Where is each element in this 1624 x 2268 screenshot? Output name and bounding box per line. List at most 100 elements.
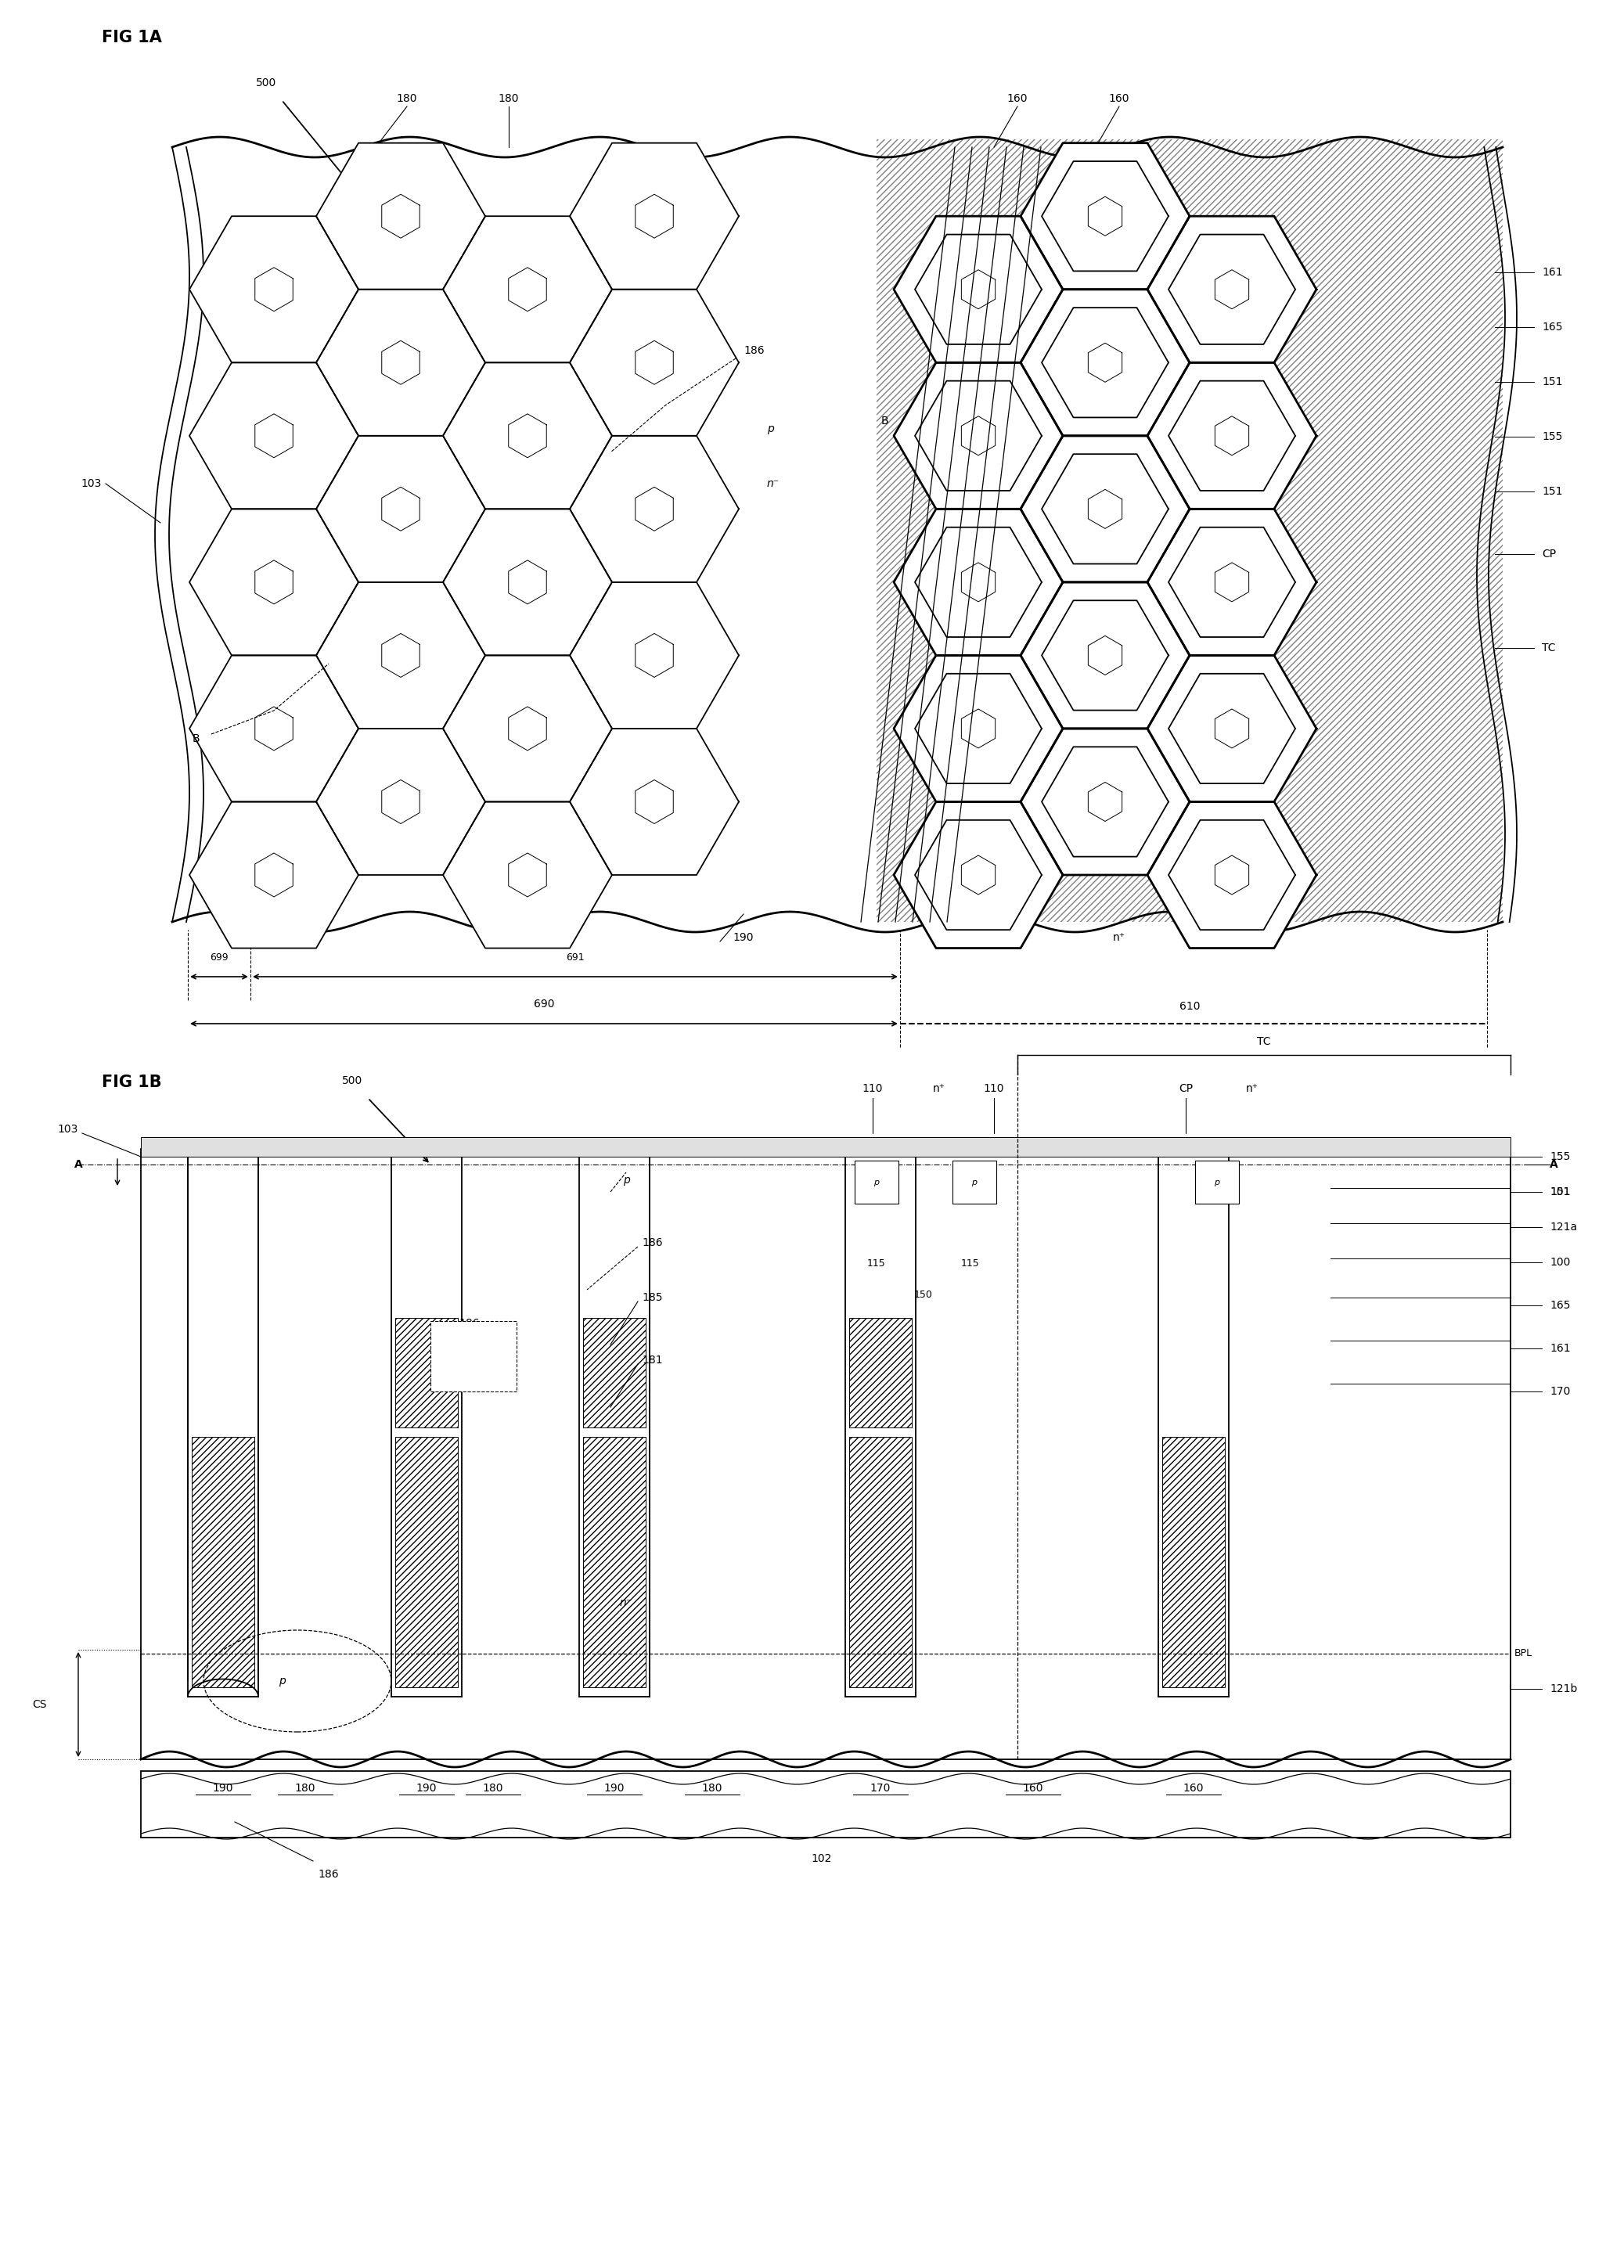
Polygon shape (570, 435, 739, 583)
Text: TC: TC (1257, 1036, 1272, 1048)
Text: n⁺: n⁺ (1246, 1084, 1259, 1093)
Text: 151: 151 (1549, 1186, 1570, 1198)
Polygon shape (1148, 363, 1317, 508)
Polygon shape (190, 655, 359, 803)
Polygon shape (893, 803, 1062, 948)
Bar (877, 138, 1502, 921)
Text: p: p (278, 1676, 286, 1687)
Polygon shape (1020, 290, 1190, 435)
Text: 610: 610 (1179, 1000, 1200, 1012)
Text: 151: 151 (1541, 485, 1562, 497)
Polygon shape (570, 728, 739, 875)
Text: CP: CP (1541, 549, 1556, 560)
Text: 103: 103 (81, 479, 102, 490)
Text: p: p (1215, 1179, 1220, 1186)
Text: FIG 1B: FIG 1B (102, 1075, 162, 1091)
Text: 186: 186 (318, 1869, 339, 1880)
Text: 121a: 121a (1549, 1222, 1577, 1232)
Polygon shape (317, 435, 486, 583)
Polygon shape (317, 728, 486, 875)
Text: p: p (1249, 932, 1255, 943)
Text: 500: 500 (257, 77, 276, 88)
Polygon shape (317, 583, 486, 728)
Text: 161: 161 (1549, 1343, 1570, 1354)
Polygon shape (570, 583, 739, 728)
Polygon shape (1020, 583, 1190, 728)
Text: 103: 103 (57, 1125, 78, 1134)
Text: 180: 180 (296, 1783, 315, 1794)
Bar (1163, 1438, 1224, 1687)
Bar (1195, 1161, 1239, 1204)
Text: 180: 180 (482, 1783, 503, 1794)
Polygon shape (570, 143, 739, 290)
Bar (141, 1150, 1510, 1760)
Text: 115: 115 (867, 1259, 885, 1268)
Bar (395, 1318, 458, 1427)
Bar (141, 1771, 1510, 1837)
Text: 170: 170 (1549, 1386, 1570, 1397)
Text: 155: 155 (1541, 431, 1562, 442)
Text: 102: 102 (812, 1853, 831, 1864)
Text: 170: 170 (945, 932, 965, 943)
Polygon shape (893, 215, 1062, 363)
Text: 150: 150 (914, 1290, 932, 1300)
Text: n⁻: n⁻ (620, 1597, 632, 1608)
Bar (849, 1438, 911, 1687)
Text: n⁺: n⁺ (1112, 932, 1125, 943)
Text: 110: 110 (862, 1084, 883, 1093)
Polygon shape (443, 655, 612, 803)
Text: n⁻: n⁻ (767, 479, 780, 490)
Polygon shape (893, 363, 1062, 508)
Text: A: A (75, 1159, 83, 1170)
Polygon shape (190, 803, 359, 948)
Text: 190: 190 (732, 932, 754, 943)
Text: 115: 115 (961, 1259, 979, 1268)
Text: p: p (622, 1175, 630, 1186)
Polygon shape (1148, 655, 1317, 803)
Text: 160: 160 (1109, 93, 1130, 104)
Polygon shape (1020, 728, 1190, 875)
Polygon shape (1148, 508, 1317, 655)
Text: 691: 691 (567, 953, 585, 962)
Bar (141, 1136, 1510, 1157)
Bar (395, 1438, 458, 1687)
Text: 160: 160 (1023, 1783, 1044, 1794)
Text: 190: 190 (604, 1783, 625, 1794)
Text: p: p (767, 424, 775, 435)
Polygon shape (317, 290, 486, 435)
Text: TC: TC (1541, 642, 1556, 653)
Polygon shape (443, 803, 612, 948)
Bar (849, 1318, 911, 1427)
Polygon shape (893, 508, 1062, 655)
Text: 186: 186 (744, 345, 765, 356)
Text: 121b: 121b (1549, 1683, 1577, 1694)
Text: p: p (874, 1179, 879, 1186)
Text: 160: 160 (1184, 1783, 1203, 1794)
Text: CP: CP (1179, 1084, 1192, 1093)
Polygon shape (1020, 143, 1190, 290)
Text: 170: 170 (870, 1783, 892, 1794)
Text: 161: 161 (1541, 268, 1562, 277)
Text: p: p (971, 1179, 978, 1186)
Polygon shape (1148, 803, 1317, 948)
Text: 101: 101 (1549, 1186, 1570, 1198)
Polygon shape (1020, 435, 1190, 583)
Text: 110: 110 (984, 1084, 1004, 1093)
Text: 190: 190 (416, 1783, 437, 1794)
Text: FIG 1A: FIG 1A (102, 29, 162, 45)
Text: 151: 151 (1541, 376, 1562, 388)
Bar (192, 1438, 255, 1687)
Polygon shape (190, 215, 359, 363)
Text: 186: 186 (460, 1318, 481, 1329)
Polygon shape (570, 290, 739, 435)
Text: 690: 690 (534, 998, 554, 1009)
Text: 500: 500 (343, 1075, 362, 1086)
Text: 186: 186 (641, 1238, 663, 1247)
Text: A: A (1549, 1159, 1557, 1170)
Bar (953, 1161, 996, 1204)
Polygon shape (190, 363, 359, 508)
Bar (583, 1318, 646, 1427)
Bar (854, 1161, 898, 1204)
Text: 185: 185 (641, 1293, 663, 1304)
Text: 181: 181 (641, 1354, 663, 1365)
